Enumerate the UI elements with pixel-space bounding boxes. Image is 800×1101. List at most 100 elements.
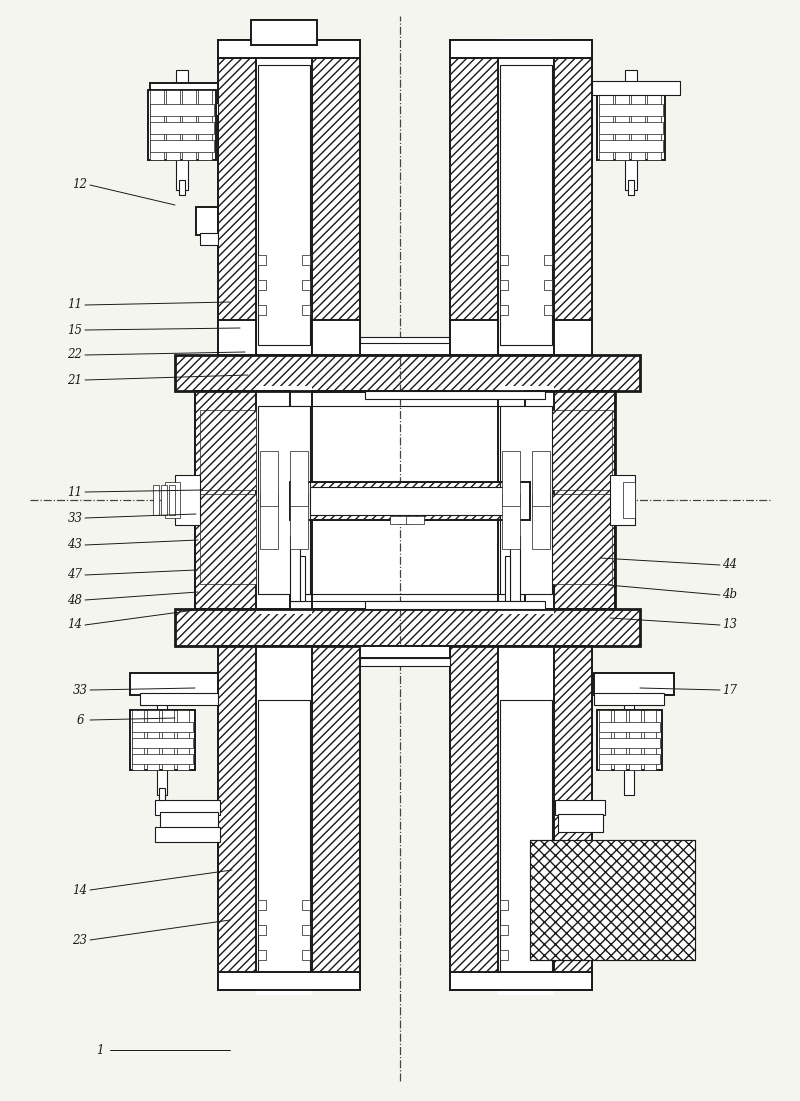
Bar [450, 646, 592, 990]
Bar [599, 90, 613, 160]
Bar [628, 179, 634, 195]
Text: 43: 43 [67, 538, 82, 552]
Bar [527, 410, 612, 490]
Bar [500, 406, 552, 595]
Bar [258, 65, 310, 345]
Bar [505, 556, 510, 601]
Bar [599, 710, 611, 770]
Bar [256, 39, 312, 355]
Bar [510, 536, 520, 601]
Bar [631, 90, 645, 160]
Bar [302, 305, 310, 315]
Bar [258, 406, 310, 595]
Bar [159, 788, 165, 800]
Bar [599, 738, 660, 748]
Bar [200, 233, 218, 246]
Bar [218, 972, 256, 990]
Text: 15: 15 [67, 324, 82, 337]
Bar [258, 925, 266, 935]
Bar [502, 494, 520, 549]
Bar [623, 482, 635, 517]
Bar [597, 710, 662, 770]
Bar [554, 40, 592, 58]
Bar [195, 391, 615, 609]
Bar [200, 410, 256, 490]
Bar [260, 451, 278, 506]
Bar [312, 40, 360, 58]
Bar [290, 536, 300, 601]
Bar [150, 83, 218, 105]
Bar [290, 482, 530, 520]
Bar [592, 81, 680, 95]
Text: 22: 22 [67, 349, 82, 361]
Bar [525, 391, 615, 609]
Bar [532, 494, 550, 549]
Bar [312, 320, 360, 355]
Bar [544, 280, 552, 290]
Text: 13: 13 [722, 619, 738, 632]
Bar [218, 320, 256, 355]
Bar [554, 320, 592, 355]
Bar [176, 70, 188, 190]
Bar [360, 344, 450, 355]
Bar [155, 800, 220, 815]
Bar [258, 700, 310, 980]
Bar [130, 673, 218, 695]
Bar [150, 122, 214, 134]
Text: 47: 47 [67, 568, 82, 581]
Text: 14: 14 [67, 619, 82, 632]
Bar [302, 255, 310, 265]
Bar [218, 40, 360, 355]
Bar [615, 90, 629, 160]
Bar [614, 710, 626, 770]
Bar [132, 722, 193, 732]
Bar [594, 693, 664, 705]
Bar [258, 950, 266, 960]
Bar [132, 754, 193, 764]
Bar [290, 494, 308, 549]
Bar [360, 646, 450, 658]
Bar [150, 90, 164, 160]
Bar [597, 90, 665, 160]
Bar [544, 305, 552, 315]
Text: 44: 44 [722, 558, 738, 571]
Bar [256, 386, 312, 614]
Bar [450, 40, 592, 355]
Bar [450, 320, 498, 355]
Text: 11: 11 [67, 486, 82, 499]
Bar [599, 103, 663, 116]
Bar [644, 710, 656, 770]
Bar [610, 475, 635, 525]
Bar [365, 391, 545, 399]
Text: 23: 23 [73, 934, 87, 947]
Bar [290, 482, 530, 520]
Bar [147, 710, 159, 770]
Bar [256, 641, 312, 995]
Bar [500, 700, 552, 980]
Bar [594, 673, 674, 695]
Bar [498, 39, 554, 355]
Text: 14: 14 [73, 883, 87, 896]
Bar [169, 486, 175, 515]
Bar [148, 90, 216, 160]
Bar [302, 925, 310, 935]
Bar [450, 40, 592, 58]
Text: 33: 33 [67, 512, 82, 524]
Bar [290, 451, 308, 506]
Bar [599, 722, 660, 732]
Bar [182, 90, 196, 160]
Text: 33: 33 [73, 684, 87, 697]
Text: 4b: 4b [722, 589, 738, 601]
Bar [179, 179, 185, 195]
Text: 48: 48 [67, 593, 82, 607]
Bar [160, 813, 218, 830]
Bar [175, 475, 200, 525]
Text: 17: 17 [722, 684, 738, 697]
Bar [599, 140, 663, 152]
Bar [153, 486, 159, 515]
Bar [195, 391, 290, 609]
Bar [155, 827, 220, 842]
Bar [175, 609, 640, 646]
Bar [312, 320, 360, 355]
Bar [554, 972, 592, 990]
